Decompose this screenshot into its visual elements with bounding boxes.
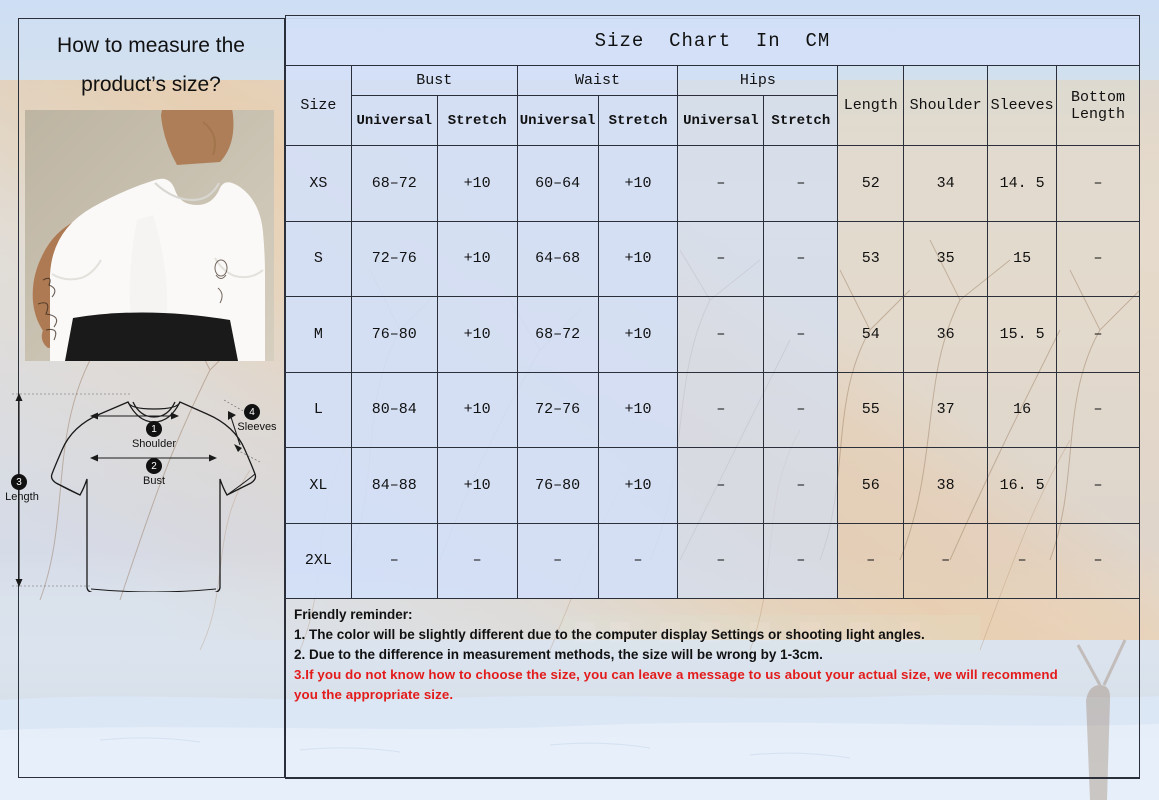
svg-text:3: 3 [16, 477, 22, 488]
svg-text:1: 1 [151, 424, 157, 435]
svg-text:2: 2 [151, 461, 157, 472]
svg-text:Length: Length [5, 491, 39, 503]
svg-text:Bust: Bust [143, 475, 165, 487]
svg-text:Sleeves: Sleeves [237, 421, 277, 433]
svg-text:4: 4 [249, 407, 255, 418]
svg-text:Shoulder: Shoulder [132, 438, 176, 450]
